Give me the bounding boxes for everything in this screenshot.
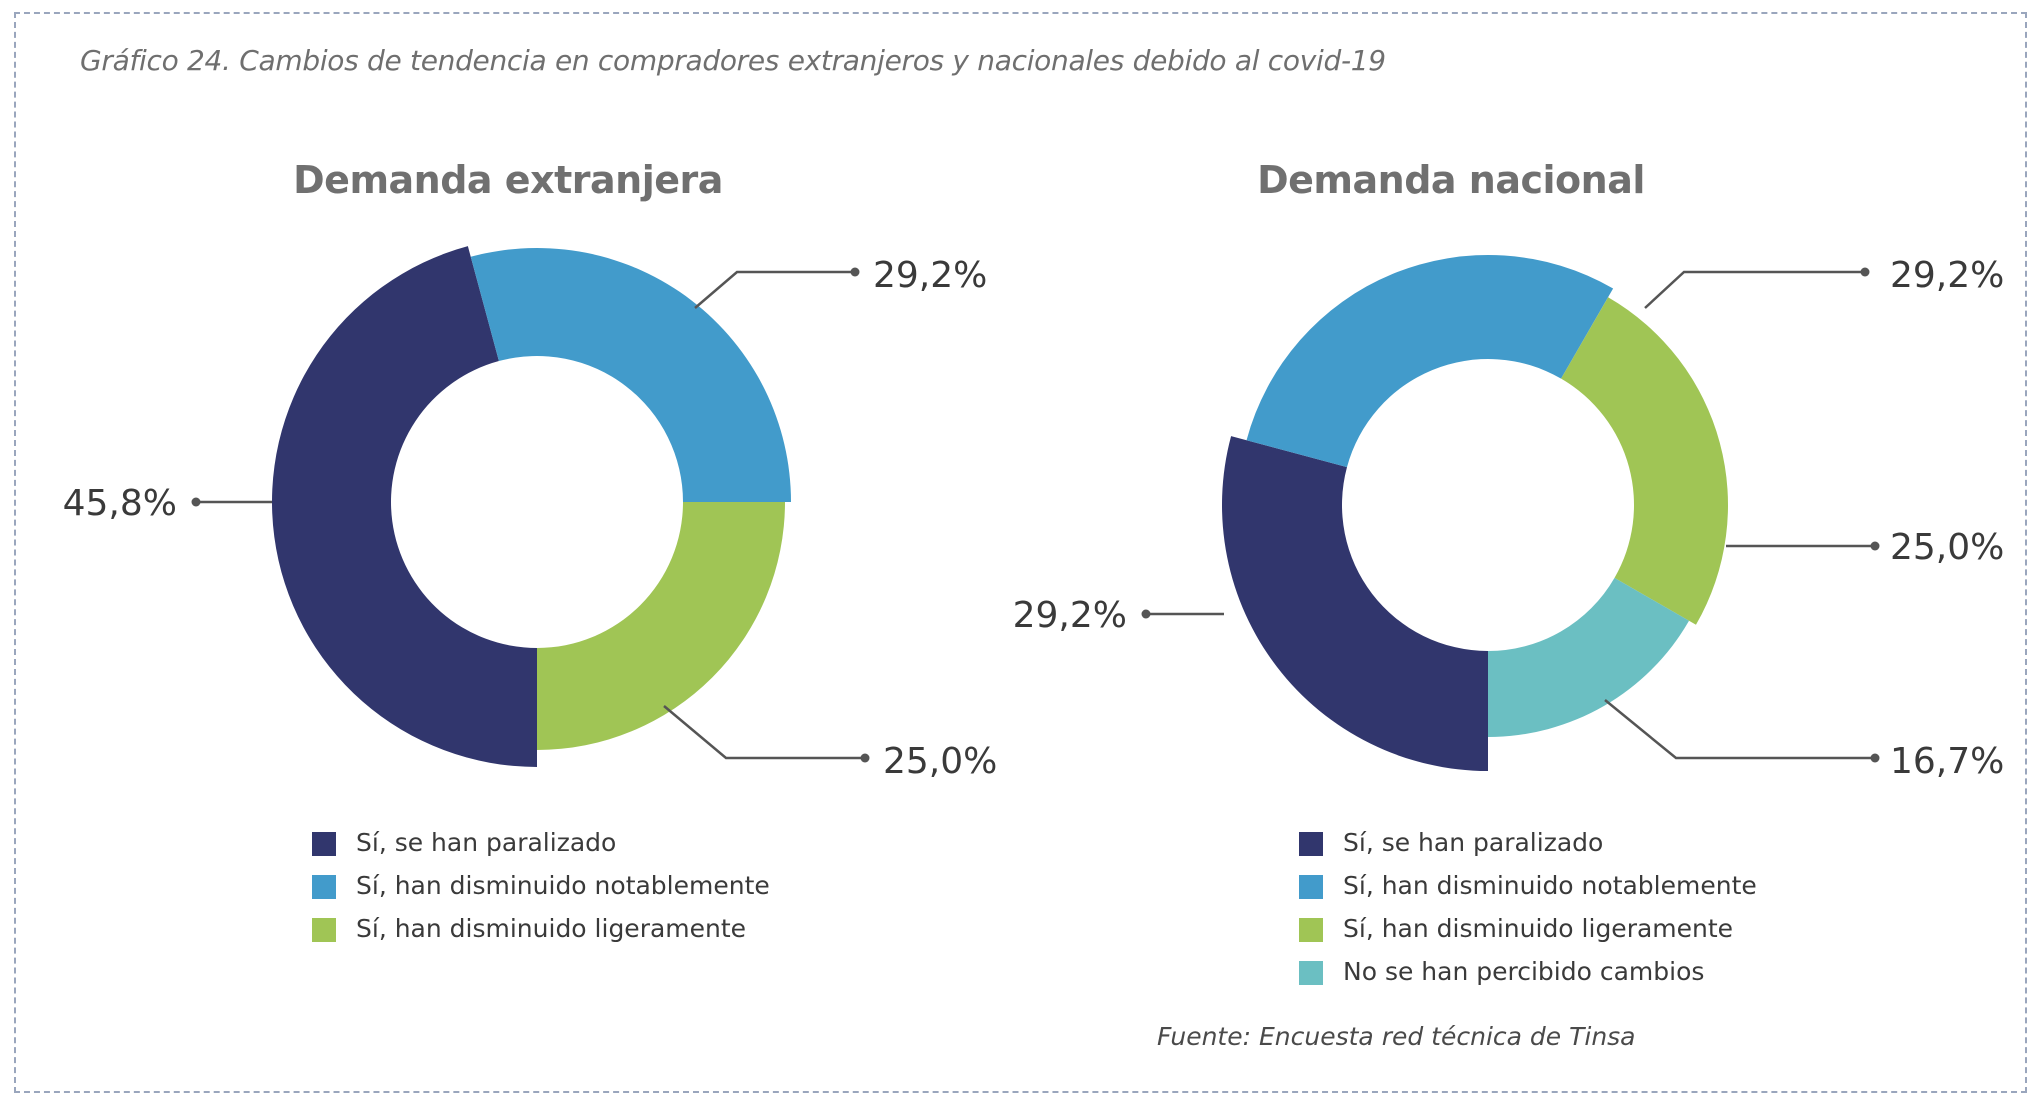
- donut-slice: [1246, 255, 1614, 468]
- chart-title-nacional: Demanda nacional: [1257, 158, 1645, 202]
- leader-line: [1604, 699, 1875, 760]
- donut-slice: [1222, 436, 1488, 771]
- legend-label: Sí, han disminuido notablemente: [356, 871, 770, 900]
- leader-dot: [1870, 753, 1880, 763]
- legend-label: Sí, se han paralizado: [1343, 828, 1604, 857]
- value-label: 25,0%: [1890, 527, 2004, 568]
- leader-line: [694, 270, 855, 309]
- donut-slice: [537, 502, 785, 750]
- leader-dot: [850, 267, 860, 277]
- legend-swatch-ligera: [312, 918, 336, 942]
- donut-nacional: 29,2% 29,2% 25,0% 16,7%: [1013, 255, 2004, 782]
- legend-label: Sí, han disminuido ligeramente: [356, 914, 747, 943]
- leader-dot: [860, 753, 870, 763]
- chart-title-extranjera: Demanda extranjera: [293, 158, 723, 202]
- legend-label: Sí, han disminuido notablemente: [1343, 871, 1757, 900]
- source-note: Fuente: Encuesta red técnica de Tinsa: [1157, 1022, 1636, 1051]
- leader-dot: [191, 497, 201, 507]
- leader-dot: [1860, 267, 1870, 277]
- legend-swatch-paralizado: [1299, 832, 1323, 856]
- legend-swatch-ligera: [1299, 918, 1323, 942]
- leader-line: [1644, 270, 1865, 309]
- legend-swatch-notable: [312, 875, 336, 899]
- donut-slice: [1488, 577, 1690, 737]
- donut-slice: [470, 247, 791, 502]
- donut-extranjera: 45,8% 29,2% 25,0%: [63, 246, 997, 782]
- figure-caption: Gráfico 24. Cambios de tendencia en comp…: [80, 44, 1386, 77]
- leader-dot: [1141, 609, 1151, 619]
- legend-label: Sí, se han paralizado: [356, 828, 617, 857]
- chart-frame: [14, 12, 2027, 1093]
- legend-label: No se han percibido cambios: [1343, 957, 1705, 986]
- value-label: 25,0%: [883, 741, 997, 782]
- legend-swatch-notable: [1299, 875, 1323, 899]
- leader-dot: [1870, 541, 1880, 551]
- donut-slice: [1561, 297, 1728, 625]
- legend-swatch-paralizado: [312, 832, 336, 856]
- leader-line: [663, 705, 865, 760]
- value-label: 16,7%: [1890, 741, 2004, 782]
- donut-slice: [272, 246, 537, 768]
- value-label: 29,2%: [873, 255, 987, 296]
- legend-label: Sí, han disminuido ligeramente: [1343, 914, 1734, 943]
- value-label: 45,8%: [63, 483, 177, 524]
- value-label: 29,2%: [1013, 595, 1127, 636]
- value-label: 29,2%: [1890, 255, 2004, 296]
- legend-swatch-sin-cambios: [1299, 961, 1323, 985]
